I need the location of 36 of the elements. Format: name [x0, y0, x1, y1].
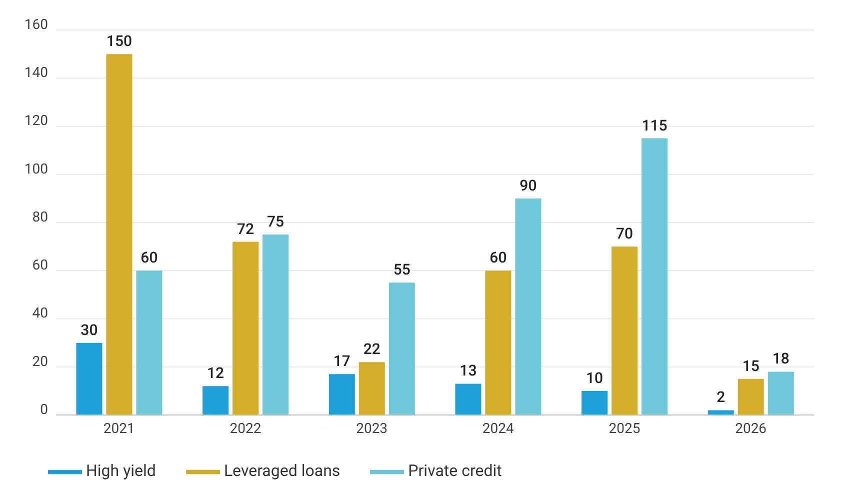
legend-label: Leveraged loans — [224, 461, 340, 480]
data-label: 55 — [393, 260, 410, 279]
data-label: 75 — [267, 212, 284, 231]
data-label: 115 — [642, 116, 668, 134]
data-label: 70 — [616, 224, 634, 243]
data-label: 17 — [333, 352, 350, 370]
y-tick-label: 80 — [32, 209, 48, 226]
data-label: 72 — [237, 220, 254, 238]
y-tick-label: 160 — [24, 16, 48, 33]
y-tick-label: 0 — [40, 402, 48, 418]
data-label: 22 — [363, 340, 380, 358]
x-tick-label: 2024 — [482, 420, 514, 437]
y-tick-label: 20 — [32, 354, 48, 370]
data-label: 150 — [106, 32, 132, 50]
y-tick-label: 140 — [24, 65, 48, 82]
x-tick-label: 2026 — [735, 420, 767, 437]
data-label: 30 — [80, 320, 98, 339]
y-tick-label: 40 — [32, 306, 48, 322]
x-tick-label: 2025 — [608, 420, 640, 437]
x-tick-label: 2022 — [230, 420, 262, 437]
x-tick-label: 2021 — [103, 420, 135, 437]
y-tick-label: 120 — [24, 113, 48, 130]
x-tick-label: 2023 — [356, 420, 388, 437]
legend-label: Private credit — [408, 461, 502, 480]
legend-label: High yield — [86, 461, 156, 480]
data-label: 13 — [460, 362, 477, 380]
data-label: 2 — [716, 388, 726, 406]
data-label: 60 — [490, 248, 507, 267]
data-label: 90 — [520, 176, 537, 194]
data-label: 60 — [140, 248, 158, 267]
data-label: 12 — [207, 364, 224, 382]
y-tick-label: 60 — [32, 258, 48, 274]
data-label: 10 — [586, 368, 604, 387]
data-label: 15 — [742, 356, 760, 375]
y-tick-label: 100 — [24, 161, 48, 178]
data-label: 18 — [772, 350, 790, 368]
